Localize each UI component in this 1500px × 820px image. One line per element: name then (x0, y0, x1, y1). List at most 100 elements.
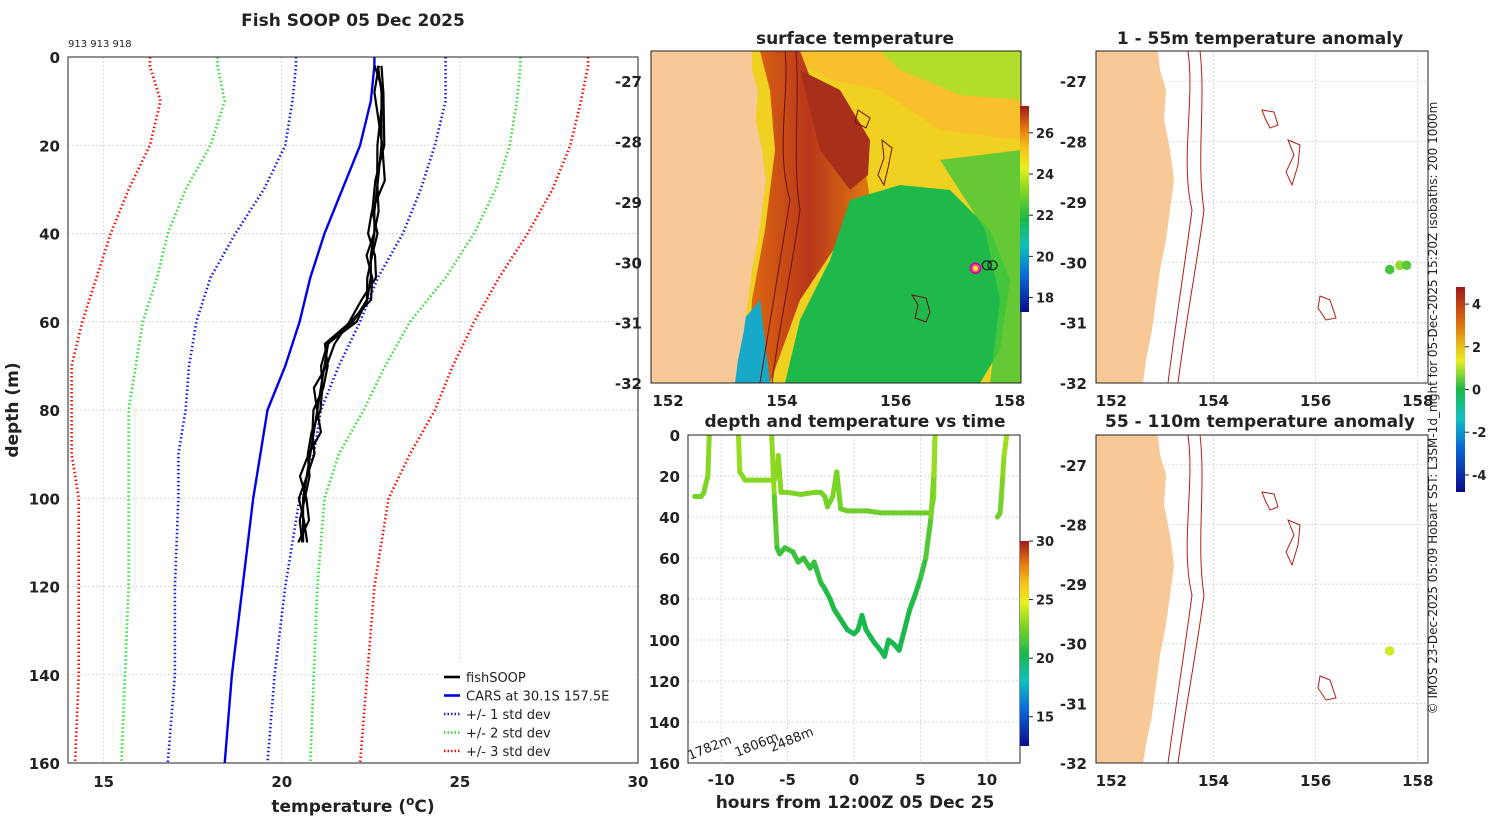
y-tick-label: 80 (659, 591, 680, 609)
colorbar-label: 18 (1036, 292, 1054, 307)
side-credit: © IMOS 23-Dec-2025 05:09 Hobart SST: L3S… (1426, 102, 1440, 715)
track-segment (811, 559, 824, 586)
anomaly-deep-map (1096, 435, 1428, 763)
colorbar-label: 26 (1036, 127, 1054, 142)
track-segment (1000, 453, 1007, 479)
fishsoop-line (302, 65, 383, 543)
depth-time-title: depth and temperature vs time (705, 412, 1006, 432)
x-tick-label: 0 (849, 771, 859, 789)
sst-land (651, 51, 766, 383)
fishsoop-line (298, 65, 386, 543)
lon-tick-label: 152 (652, 392, 683, 410)
y-tick-label: 160 (649, 755, 680, 773)
track-segment (769, 435, 777, 499)
lat-tick-label: -30 (1060, 636, 1087, 654)
anomaly-deep-seamount-contours (1261, 491, 1337, 701)
x-tick-label: -10 (708, 771, 735, 789)
track-segment (931, 435, 938, 479)
anomaly-shallow-title: 1 - 55m temperature anomaly (1117, 29, 1403, 49)
y-tick-label: 80 (39, 402, 60, 420)
sst-station-marker (981, 260, 992, 271)
anomaly-shallow-isobath-200 (1167, 51, 1193, 383)
legend-label: +/- 2 std dev (466, 727, 551, 742)
x-tick-label: 10 (976, 771, 997, 789)
lat-tick-label: -32 (1060, 755, 1087, 773)
y-tick-label: 0 (670, 427, 680, 445)
track-segment (912, 576, 923, 598)
lat-tick-label: -32 (1060, 375, 1087, 393)
std1-upper-line (266, 57, 447, 764)
std2-upper-line (309, 57, 522, 764)
lat-tick-label: -31 (615, 315, 642, 333)
profile-xlabel: temperature (oC) (271, 794, 434, 817)
profile-top-note: 913 913 918 (68, 39, 132, 50)
sst-colorbar-ticks: 18 20 22 24 26 (1029, 127, 1054, 307)
profile-panel: Fish SOOP 05 Dec 2025 913 913 918 15 20 25… (3, 11, 648, 817)
lon-tick-label: 158 (1402, 772, 1433, 790)
track-segment (901, 606, 913, 633)
legend-label: CARS at 30.1S 157.5E (466, 690, 609, 705)
depth-time-tracks (692, 435, 1010, 659)
y-tick-label: 60 (39, 314, 60, 332)
sst-ticks: 152 154 156 158 -27 -28 -29 -30 -31 -32 (615, 73, 1025, 410)
depth-time-xlabel: hours from 12:00Z 05 Dec 25 (716, 793, 995, 813)
depth-time-panel: depth and temperature vs time -10 -5 0 5 100… (649, 412, 1054, 813)
lat-tick-label: -31 (1060, 695, 1087, 713)
anomaly-deep-panel: 55 - 110m temperature anomaly 152 154 156 1… (1060, 412, 1434, 790)
profile-lines (70, 57, 590, 764)
y-tick-label: 40 (39, 226, 60, 244)
lat-tick-label: -27 (1060, 457, 1087, 475)
std1-lower-line (166, 57, 298, 764)
y-tick-label: 20 (659, 468, 680, 486)
track-segment (917, 555, 929, 581)
lon-tick-label: 152 (1096, 772, 1127, 790)
std3-lower-line (70, 57, 162, 764)
anomaly-shallow-seamount-contours (1261, 109, 1337, 321)
lon-tick-label: 152 (1096, 392, 1127, 410)
colorbar-label: -2 (1472, 426, 1486, 441)
colorbar-label: 15 (1036, 711, 1054, 726)
track-segment (907, 592, 918, 612)
lat-tick-label: -27 (1060, 73, 1087, 91)
x-tick-label: 5 (915, 771, 925, 789)
y-tick-label: 100 (649, 632, 680, 650)
lon-tick-label: 156 (1300, 772, 1331, 790)
sst-title: surface temperature (756, 29, 954, 49)
legend-label: +/- 1 std dev (466, 708, 551, 723)
sst-east-green (940, 150, 1021, 383)
sst-station-highlight-core (972, 265, 978, 271)
lat-tick-label: -29 (615, 194, 642, 212)
lat-tick-label: -28 (1060, 516, 1087, 534)
y-tick-label: 140 (29, 667, 60, 685)
anomaly-point (1401, 260, 1412, 271)
x-tick-label: 25 (449, 773, 470, 791)
track-segment (896, 627, 907, 653)
lon-tick-label: 158 (994, 392, 1025, 410)
colorbar-label: 20 (1036, 250, 1054, 265)
y-tick-label: 120 (29, 579, 60, 597)
profile-ylabel: depth (m) (3, 362, 23, 457)
colorbar-label: 0 (1472, 384, 1481, 399)
track-segment (997, 494, 1004, 516)
anomaly-shallow-land (1096, 51, 1174, 383)
track-segment (998, 473, 1006, 499)
lat-tick-label: -32 (615, 375, 642, 393)
anomaly-deep-title: 55 - 110m temperature anomaly (1105, 412, 1415, 432)
colorbar-label: 24 (1036, 168, 1054, 183)
profile-frame (67, 56, 639, 764)
anomaly-shallow-frame (1095, 50, 1429, 384)
x-tick-label: 15 (93, 773, 114, 791)
colorbar-label: 30 (1036, 535, 1054, 550)
lat-tick-label: -31 (1060, 315, 1087, 333)
depth-time-colorbar (1020, 541, 1029, 746)
lat-tick-label: -28 (615, 134, 642, 152)
std2-lower-line (120, 57, 227, 764)
x-tick-label: 20 (271, 773, 292, 791)
depth-time-grid (688, 434, 1020, 764)
colorbar-label: 20 (1036, 652, 1054, 667)
track-segment (705, 435, 712, 479)
anomaly-shallow-panel: 1 - 55m temperature anomaly 152 154 156 158… (1060, 29, 1434, 410)
profile-legend: fishSOOP CARS at 30.1S 157.5E +/- 1 std de… (438, 662, 636, 762)
anomaly-shallow-map (1096, 51, 1428, 383)
